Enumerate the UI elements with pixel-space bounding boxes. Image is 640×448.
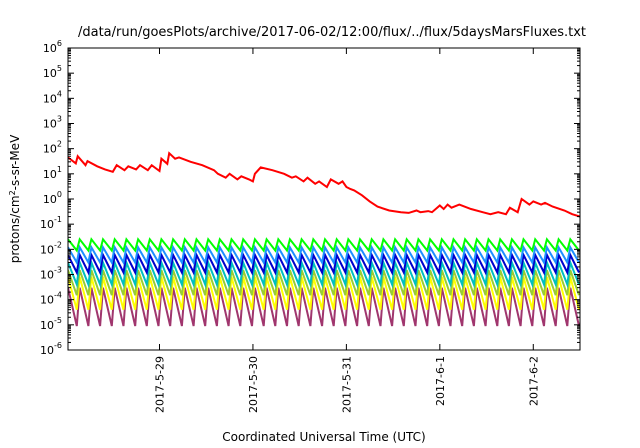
y-tick-label: 10-4 [40, 291, 62, 307]
x-tick-label: 2017-5-31 [340, 356, 353, 413]
y-tick-label: 10-6 [40, 341, 62, 357]
series-line [68, 258, 580, 289]
series-line [68, 151, 580, 218]
y-tick-label: 103 [43, 115, 62, 131]
x-axis: 2017-5-29 2017-5-30 2017-5-31 2017-6-1 2017-… [153, 48, 540, 413]
x-tick-label: 2017-5-29 [153, 356, 166, 413]
y-axis-label-sup: 2 [8, 190, 17, 195]
series-line [68, 251, 580, 276]
series-layer [68, 151, 580, 327]
y-tick-label: 100 [43, 190, 62, 206]
x-tick-label: 2017-6-2 [527, 356, 540, 406]
y-tick-label: 106 [43, 39, 62, 55]
series-line [68, 276, 580, 310]
y-axis-label: protons/cm2-s-sr-MeV [8, 134, 23, 263]
y-axis: 10-6 10-5 10-4 10-3 10-2 10-1 100 101 102 103 104 1… [40, 39, 580, 357]
y-tick-label: 10-2 [40, 240, 62, 256]
y-tick-label: 10-5 [40, 316, 62, 332]
series-line [68, 287, 580, 327]
y-tick-label: 102 [43, 140, 62, 156]
y-tick-label: 104 [43, 89, 62, 105]
y-tick-label: 101 [43, 165, 62, 181]
y-axis-label-rest: -s-sr-MeV [8, 134, 22, 190]
x-tick-label: 2017-6-1 [434, 356, 447, 406]
y-tick-label: 10-3 [40, 266, 62, 282]
series-line [68, 237, 580, 253]
series-line [68, 269, 580, 296]
y-axis-label-base: protons/cm [8, 195, 22, 263]
x-tick-label: 2017-5-30 [247, 356, 260, 413]
x-axis-label: Coordinated Universal Time (UTC) [222, 430, 425, 444]
y-tick-label: 105 [43, 64, 62, 80]
y-tick-label: 10-1 [40, 215, 62, 231]
series-line [68, 244, 580, 266]
chart-title: /data/run/goesPlots/archive/2017-06-02/1… [78, 25, 586, 40]
